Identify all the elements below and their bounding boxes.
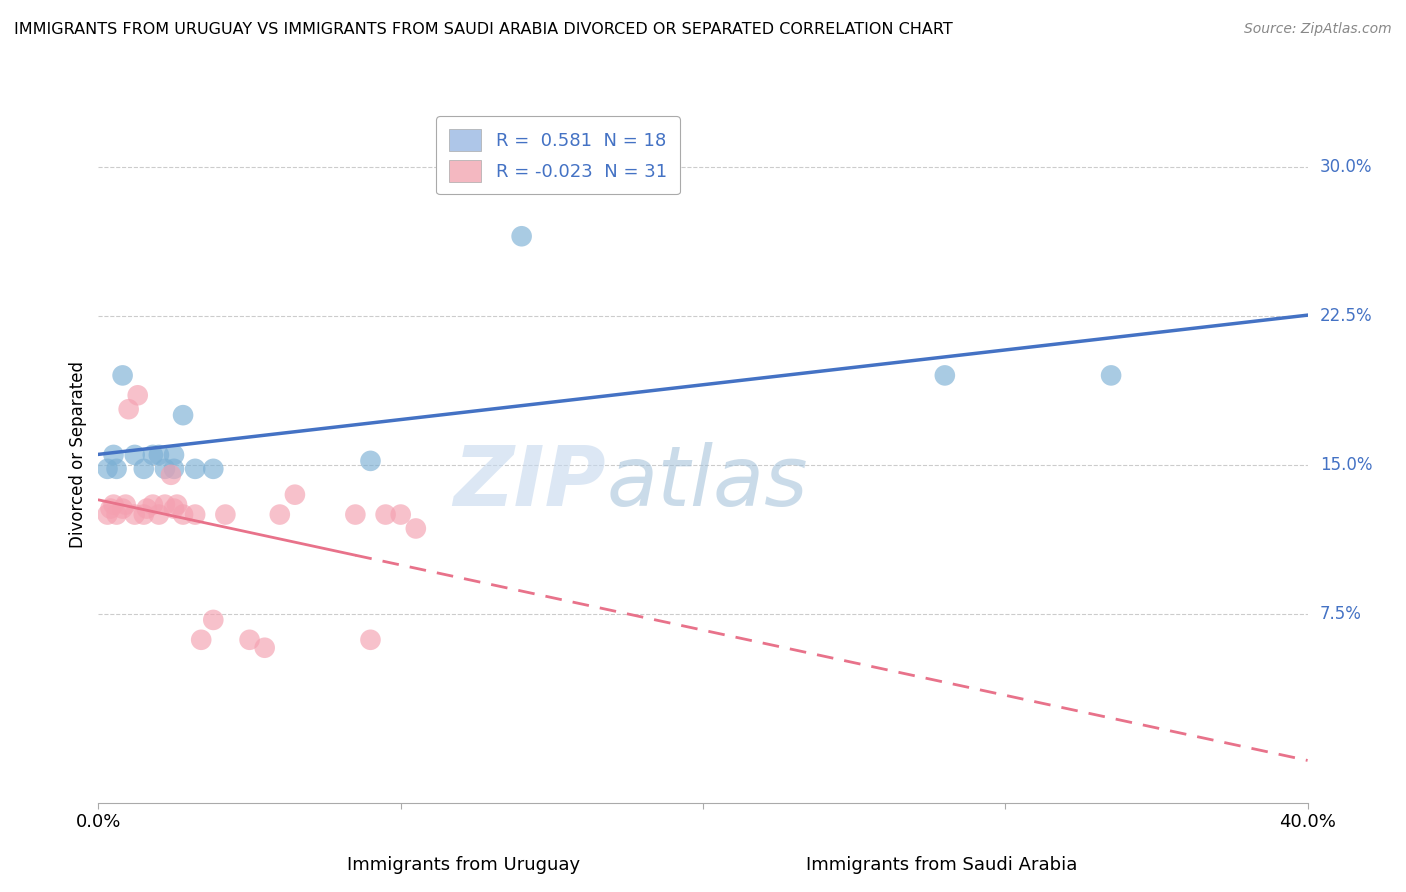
Point	[1099, 368, 1122, 383]
Text: Immigrants from Uruguay: Immigrants from Uruguay	[347, 855, 581, 873]
Text: 22.5%: 22.5%	[1320, 307, 1372, 325]
Point	[163, 501, 186, 516]
Point	[172, 408, 194, 422]
Point	[96, 462, 118, 476]
Point	[105, 462, 128, 476]
Point	[105, 508, 128, 522]
Point	[166, 498, 188, 512]
Point	[118, 402, 141, 417]
Point	[124, 508, 146, 522]
Y-axis label: Divorced or Separated: Divorced or Separated	[69, 361, 87, 549]
Legend: R =  0.581  N = 18, R = -0.023  N = 31: R = 0.581 N = 18, R = -0.023 N = 31	[436, 116, 679, 194]
Point	[360, 632, 382, 647]
Point	[934, 368, 956, 383]
Text: ZIP: ZIP	[454, 442, 606, 524]
Point	[202, 462, 225, 476]
Text: Source: ZipAtlas.com: Source: ZipAtlas.com	[1244, 22, 1392, 37]
Point	[253, 640, 276, 655]
Point	[142, 448, 165, 462]
Text: 15.0%: 15.0%	[1320, 456, 1372, 474]
Point	[153, 462, 176, 476]
Point	[132, 462, 155, 476]
Point	[142, 498, 165, 512]
Text: Immigrants from Saudi Arabia: Immigrants from Saudi Arabia	[806, 855, 1078, 873]
Point	[269, 508, 291, 522]
Text: 7.5%: 7.5%	[1320, 605, 1361, 623]
Point	[202, 613, 225, 627]
Point	[284, 488, 307, 502]
Point	[124, 448, 146, 462]
Point	[148, 448, 170, 462]
Point	[360, 454, 382, 468]
Point	[148, 508, 170, 522]
Point	[389, 508, 412, 522]
Point	[510, 229, 533, 244]
Point	[214, 508, 236, 522]
Text: 30.0%: 30.0%	[1320, 158, 1372, 176]
Point	[100, 501, 122, 516]
Point	[190, 632, 212, 647]
Point	[160, 467, 183, 482]
Point	[103, 448, 125, 462]
Point	[184, 508, 207, 522]
Point	[239, 632, 262, 647]
Point	[135, 501, 157, 516]
Point	[172, 508, 194, 522]
Point	[111, 368, 134, 383]
Point	[103, 498, 125, 512]
Text: IMMIGRANTS FROM URUGUAY VS IMMIGRANTS FROM SAUDI ARABIA DIVORCED OR SEPARATED CO: IMMIGRANTS FROM URUGUAY VS IMMIGRANTS FR…	[14, 22, 953, 37]
Point	[163, 448, 186, 462]
Point	[132, 508, 155, 522]
Point	[111, 501, 134, 516]
Point	[127, 388, 149, 402]
Point	[405, 521, 427, 535]
Point	[184, 462, 207, 476]
Point	[114, 498, 136, 512]
Point	[344, 508, 367, 522]
Point	[153, 498, 176, 512]
Point	[96, 508, 118, 522]
Text: atlas: atlas	[606, 442, 808, 524]
Point	[163, 462, 186, 476]
Point	[374, 508, 396, 522]
